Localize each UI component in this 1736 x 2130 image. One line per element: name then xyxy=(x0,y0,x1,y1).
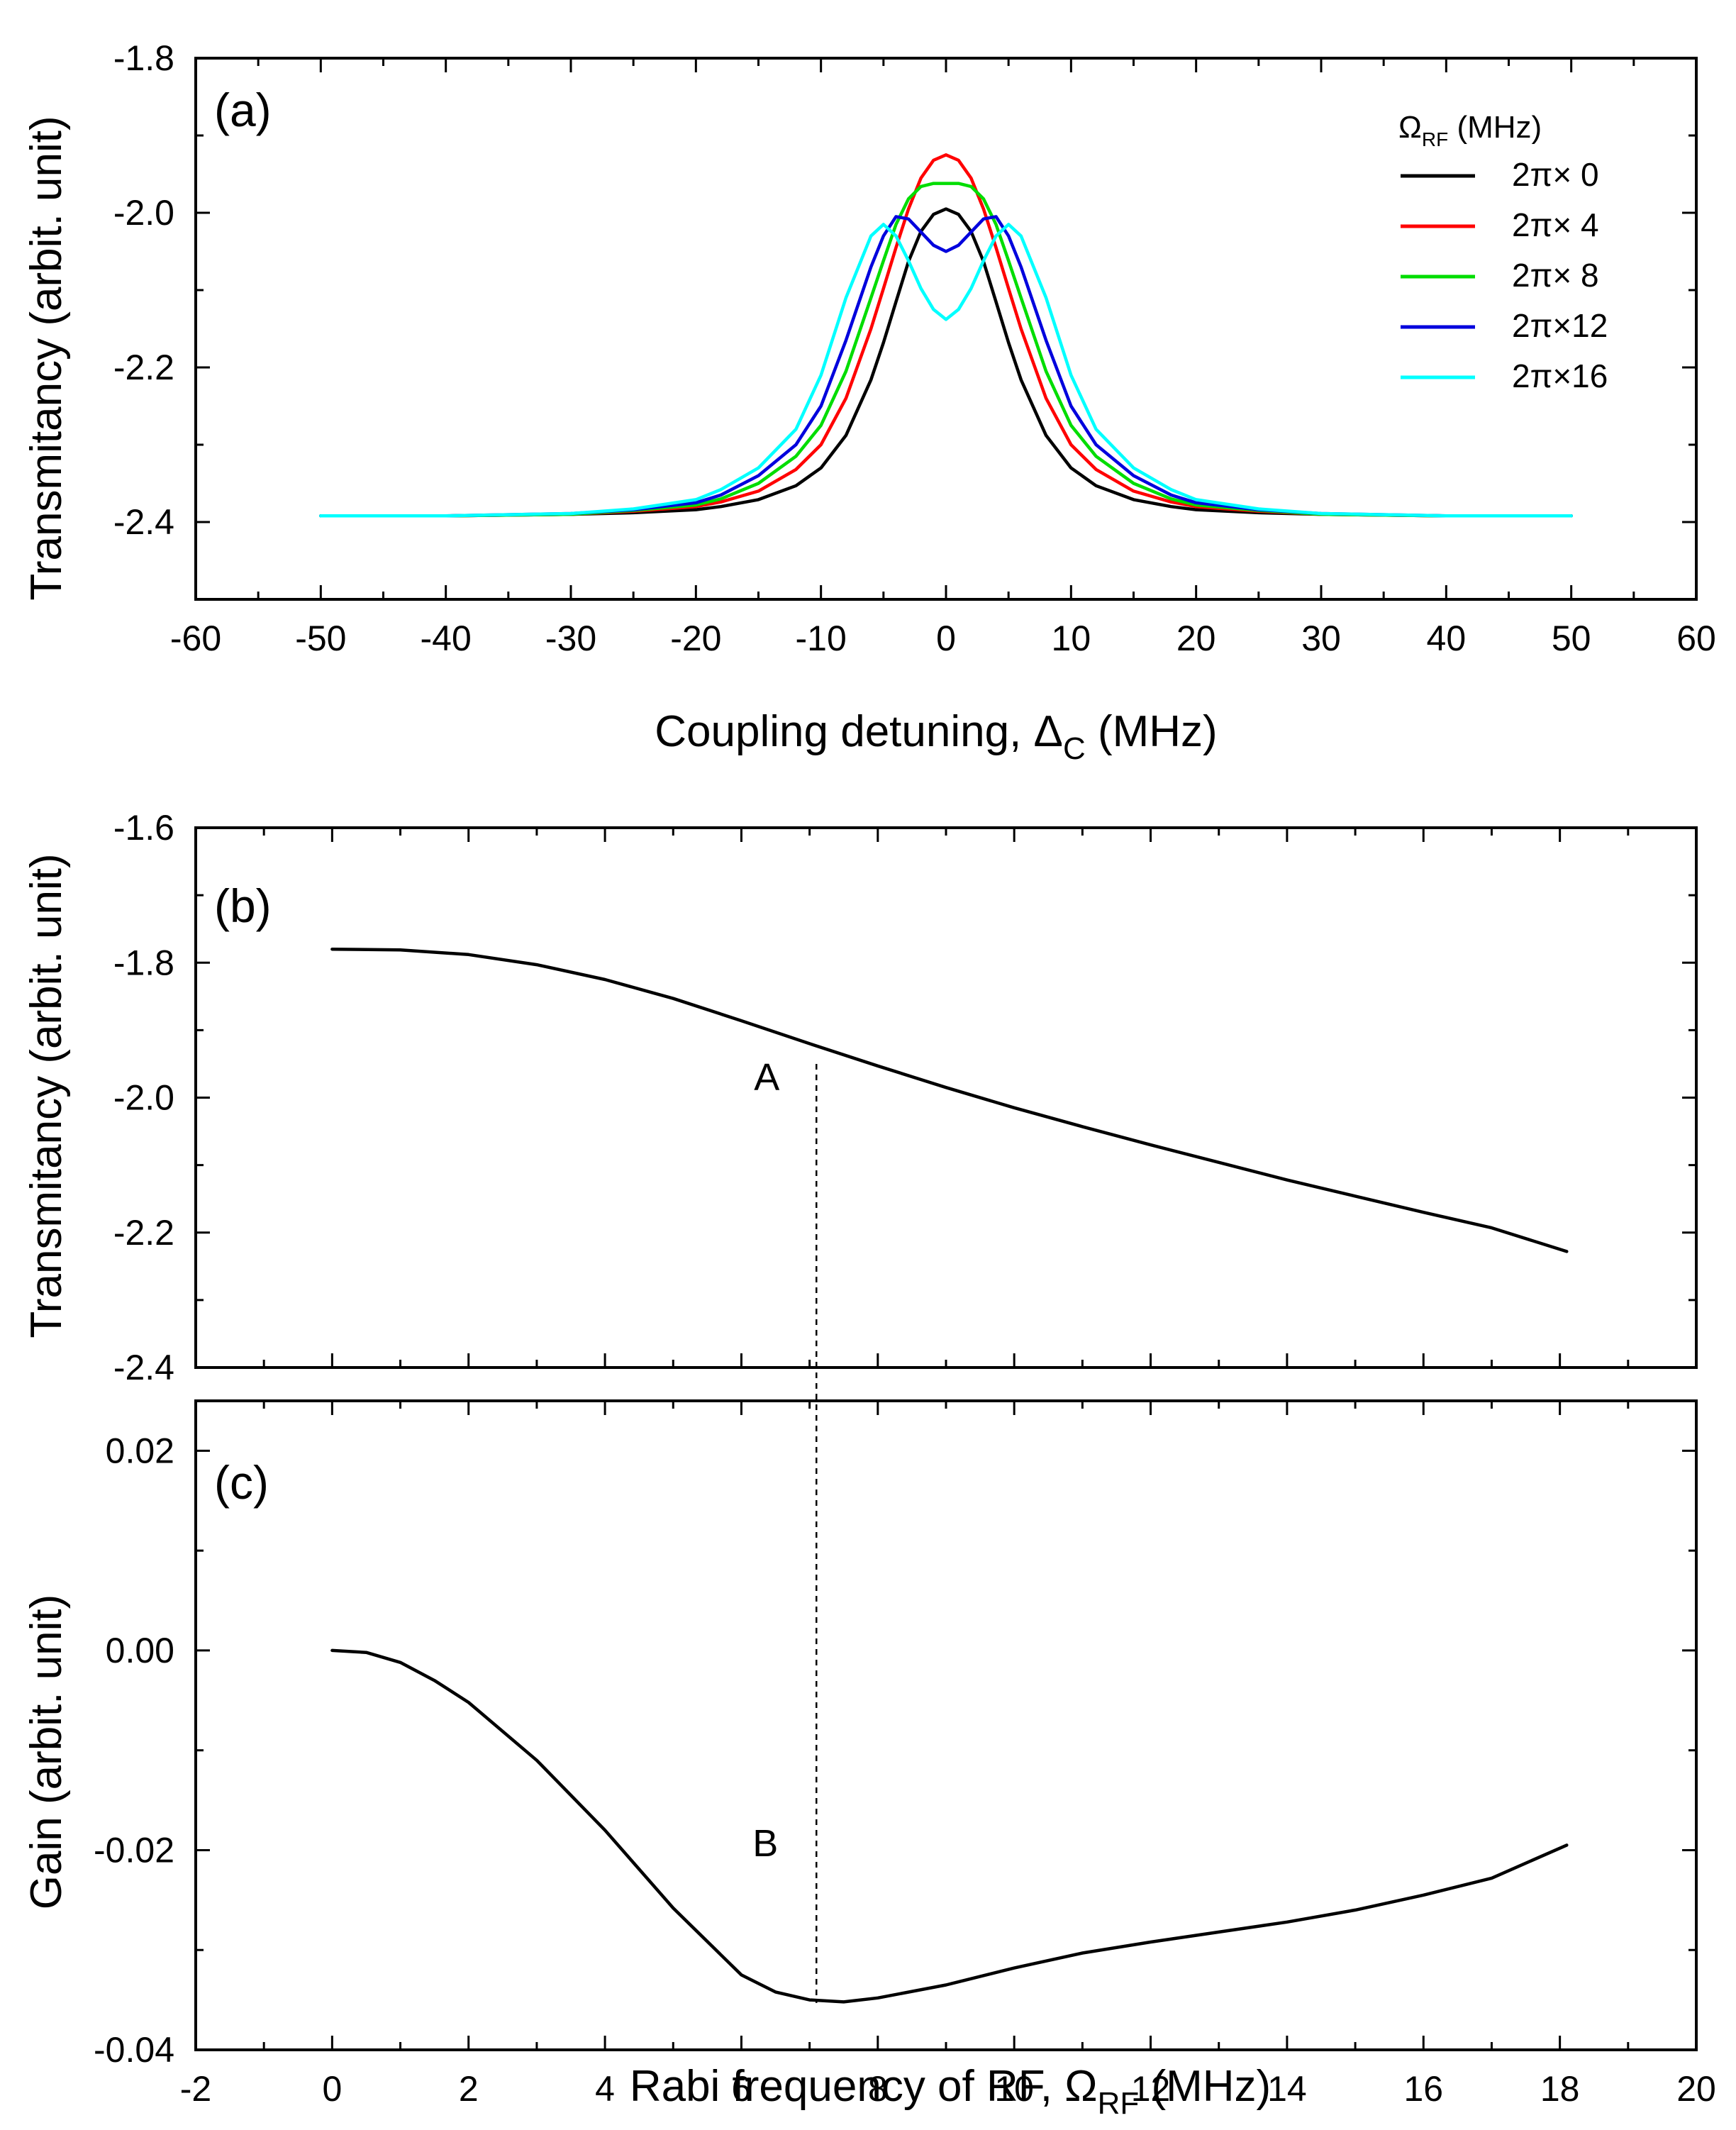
panel-c-x-tick-label: 12 xyxy=(1131,2069,1171,2109)
panel-a-x-tick-label: -60 xyxy=(170,619,221,658)
panel-b-y-tick-label: -2.0 xyxy=(113,1078,174,1118)
panel-c-series-line xyxy=(330,1648,1569,2004)
panel-c-label: (c) xyxy=(214,1456,269,1509)
panel-a-x-axis-title-main: Coupling detuning, Δ xyxy=(655,707,1063,756)
panel-a-frame xyxy=(194,57,1698,601)
panel-a-x-tick-label: -40 xyxy=(421,619,472,658)
panel-c-x-tick-label: 2 xyxy=(459,2069,479,2109)
panel-c-x-tick-label: 10 xyxy=(994,2069,1034,2109)
panel-a-y-tick-label: -2.2 xyxy=(113,348,174,387)
panel-c-ticks: -0.04 -0.02 0.00 0.02 -2 0 2 4 6 8 10 12 14 16 18 20 xyxy=(94,1401,1716,2109)
panel-a-legend: ΩRF (MHz) 2π× 0 2π× 4 2π× 8 2π×12 2π×16 xyxy=(1398,110,1608,394)
marker-label-b: B xyxy=(752,1822,778,1865)
panel-c-x-axis-title-main: Rabi frequency of RF, Ω xyxy=(630,2062,1098,2111)
panel-b-y-tick-label: -1.8 xyxy=(113,943,174,982)
panel-a-x-tick-label: 0 xyxy=(936,619,956,658)
panel-c-y-tick-label: -0.02 xyxy=(94,1830,174,1870)
panel-c-x-tick-label: 20 xyxy=(1676,2069,1716,2109)
legend-entry: 2π× 0 xyxy=(1512,156,1599,193)
legend-entry: 2π× 4 xyxy=(1512,206,1599,243)
panel-a-x-tick-label: 40 xyxy=(1427,619,1467,658)
panel-c-x-tick-label: 4 xyxy=(595,2069,615,2109)
marker-guides: AB xyxy=(752,1056,818,2003)
panel-a-y-axis-title: Transmitancy (arbit. unit) xyxy=(22,116,71,600)
legend-title-unit: (MHz) xyxy=(1448,110,1542,145)
panel-a-x-tick-label: -20 xyxy=(670,619,721,658)
panel-c-series xyxy=(330,1648,1569,2004)
panel-b-series-line xyxy=(330,947,1569,1253)
panel-a-x-tick-label: 50 xyxy=(1552,619,1591,658)
panel-a-series-line xyxy=(319,223,1573,518)
panel-c-x-tick-label: 0 xyxy=(322,2069,342,2109)
panel-c-x-tick-label: 6 xyxy=(732,2069,752,2109)
panel-a-x-tick-label: 30 xyxy=(1301,619,1341,658)
legend-entry: 2π× 8 xyxy=(1512,257,1599,294)
panel-a-x-axis-title-sub: C xyxy=(1063,731,1086,766)
panel-c-x-tick-label: -2 xyxy=(180,2069,211,2109)
panel-a-x-axis-title-unit: (MHz) xyxy=(1086,707,1218,756)
panel-a-series-line xyxy=(319,207,1573,518)
panel-c-y-tick-label: -0.04 xyxy=(94,2030,174,2070)
panel-a-x-axis-title: Coupling detuning, ΔC (MHz) xyxy=(655,707,1217,766)
panel-b-y-axis-title: Transmitancy (arbit. unit) xyxy=(22,853,71,1338)
panel-b-y-tick-label: -2.2 xyxy=(113,1213,174,1253)
legend-entry: 2π×12 xyxy=(1512,307,1608,344)
panel-c-x-axis-title-sub: RF xyxy=(1098,2086,1140,2121)
marker-label-a: A xyxy=(754,1056,779,1099)
panel-a-series-line xyxy=(319,215,1573,518)
panel-a-label: (a) xyxy=(214,84,272,136)
panel-b-series xyxy=(330,947,1569,1253)
panel-c-x-axis-title: Rabi frequency of RF, ΩRF (MHz) xyxy=(630,2062,1271,2121)
panel-a-x-tick-label: -50 xyxy=(295,619,346,658)
panel-c-x-axis-title-unit: (MHz) xyxy=(1139,2062,1271,2111)
panel-a-y-tick-label: -1.8 xyxy=(113,38,174,78)
panel-b-frame xyxy=(194,826,1698,1369)
panel-b-label: (b) xyxy=(214,880,272,932)
panel-c-y-axis-title: Gain (arbit. unit) xyxy=(22,1594,71,1910)
panel-c: -0.04 -0.02 0.00 0.02 -2 0 2 4 6 8 10 12 14 16 18 20 (c… xyxy=(22,1399,1716,2121)
panel-a-series-line xyxy=(319,153,1573,518)
panel-a-series xyxy=(319,153,1573,518)
panel-b-y-tick-label: -2.4 xyxy=(113,1348,174,1387)
legend-title-sub: RF xyxy=(1422,128,1448,150)
panel-c-x-tick-label: 18 xyxy=(1540,2069,1580,2109)
panel-c-x-tick-label: 16 xyxy=(1403,2069,1443,2109)
panel-c-x-tick-label: 14 xyxy=(1267,2069,1307,2109)
panel-a-y-tick-label: -2.4 xyxy=(113,502,174,542)
panel-c-x-tick-label: 8 xyxy=(868,2069,888,2109)
panel-a-x-tick-label: -30 xyxy=(545,619,596,658)
panel-a-x-tick-label: 20 xyxy=(1176,619,1216,658)
legend-title: ΩRF (MHz) xyxy=(1398,110,1542,150)
panel-a-x-tick-label: 60 xyxy=(1676,619,1716,658)
panel-b-ticks: -2.4 -2.2 -2.0 -1.8 -1.6 xyxy=(113,808,1698,1387)
panel-c-frame xyxy=(194,1399,1698,2051)
panel-b-y-tick-label: -1.6 xyxy=(113,808,174,848)
panel-c-y-tick-label: 0.02 xyxy=(106,1431,174,1470)
legend-title-symbol: Ω xyxy=(1398,110,1422,145)
panel-a-series-line xyxy=(319,182,1573,518)
panel-a: -2.4 -2.2 -2.0 -1.8 -60 -50 -40 -30 -20 -10 0 10 20 3… xyxy=(22,38,1716,766)
panel-a-x-tick-label: -10 xyxy=(796,619,847,658)
panel-a-x-tick-label: 10 xyxy=(1052,619,1091,658)
legend-entry: 2π×16 xyxy=(1512,357,1608,394)
panel-b: -2.4 -2.2 -2.0 -1.8 -1.6 (b) Transmitancy (a… xyxy=(22,808,1698,1387)
panel-c-y-tick-label: 0.00 xyxy=(106,1631,174,1670)
panel-a-ticks: -2.4 -2.2 -2.0 -1.8 -60 -50 -40 -30 -20 -10 0 10 20 3… xyxy=(113,38,1716,658)
panel-a-y-tick-label: -2.0 xyxy=(113,193,174,233)
